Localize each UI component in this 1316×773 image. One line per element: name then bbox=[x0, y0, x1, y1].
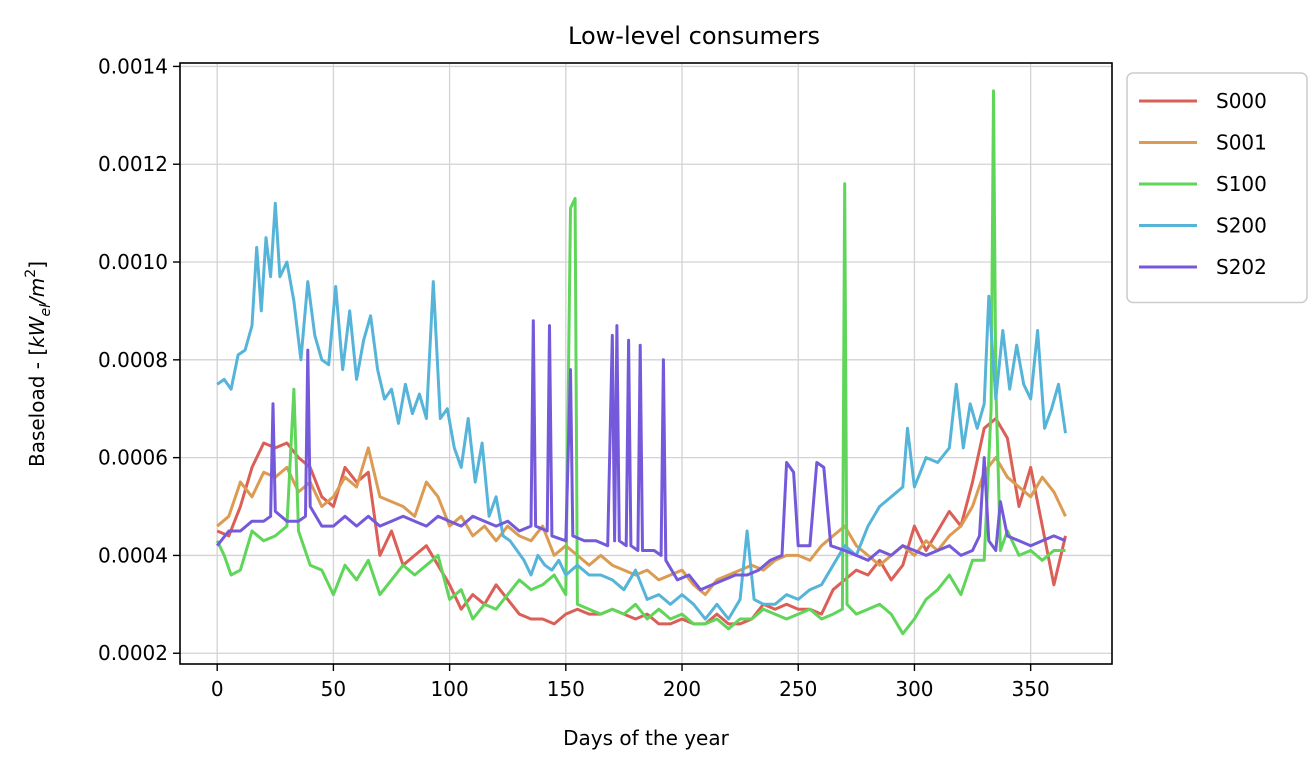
series-lines bbox=[215, 89, 1067, 636]
series-line-s200 bbox=[216, 201, 1067, 621]
legend-label-s200: S200 bbox=[1216, 214, 1267, 238]
legend-label-s000: S000 bbox=[1216, 89, 1267, 113]
x-tick-label: 150 bbox=[547, 677, 585, 701]
y-tick-label: 0.0008 bbox=[98, 348, 168, 372]
y-tick-label: 0.0010 bbox=[98, 250, 168, 274]
x-tick-label: 0 bbox=[211, 677, 224, 701]
y-tick-label: 0.0002 bbox=[98, 641, 168, 665]
series-line-s001 bbox=[216, 446, 1067, 597]
y-axis-title-sup: 2 bbox=[23, 269, 39, 278]
legend-label-s100: S100 bbox=[1216, 172, 1267, 196]
chart-title: Low-level consumers bbox=[568, 22, 820, 50]
x-tick-label: 50 bbox=[321, 677, 346, 701]
legend-box bbox=[1126, 72, 1308, 304]
y-axis-ticks: 0.0002 0.0004 0.0006 0.0008 0.0010 0.0012 0.00… bbox=[98, 54, 180, 665]
x-axis-title: Days of the year bbox=[563, 726, 729, 750]
y-axis-title-slash: / bbox=[25, 295, 49, 306]
legend-label-s202: S202 bbox=[1216, 255, 1267, 279]
x-tick-label: 200 bbox=[663, 677, 701, 701]
y-tick-label: 0.0012 bbox=[98, 152, 168, 176]
y-tick-label: 0.0014 bbox=[98, 54, 168, 78]
y-axis-title-prefix: Baseload - [ bbox=[25, 348, 49, 467]
series-line-s100 bbox=[215, 89, 1066, 636]
y-axis-title-suffix: ] bbox=[25, 261, 49, 269]
y-tick-label: 0.0004 bbox=[98, 543, 168, 567]
y-axis-title-m: m bbox=[25, 278, 49, 297]
y-axis-title-sub: el bbox=[38, 304, 54, 317]
x-tick-label: 100 bbox=[431, 677, 469, 701]
x-tick-label: 350 bbox=[1012, 677, 1050, 701]
legend: S000 S001 S100 S200 S202 bbox=[1126, 72, 1308, 304]
plot-frame bbox=[179, 62, 1113, 665]
y-axis-title: Baseload - [kWel/m2] bbox=[23, 261, 54, 467]
x-axis-ticks: 0 50 100 150 200 250 300 350 bbox=[211, 664, 1050, 701]
x-tick-label: 250 bbox=[779, 677, 817, 701]
series-line-s202 bbox=[216, 319, 1067, 592]
grid bbox=[180, 63, 1112, 664]
legend-label-s001: S001 bbox=[1216, 131, 1267, 155]
x-tick-label: 300 bbox=[895, 677, 933, 701]
y-tick-label: 0.0006 bbox=[98, 446, 168, 470]
y-axis-title-kw: kW bbox=[25, 315, 49, 348]
